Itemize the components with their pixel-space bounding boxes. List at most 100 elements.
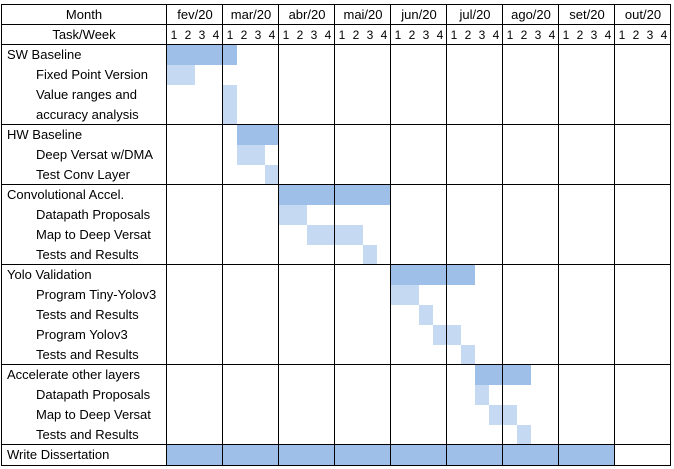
week-number: 3: [646, 28, 654, 42]
subtask-label: Tests and Results: [36, 307, 139, 322]
grid-line-group: [1, 444, 671, 445]
grid-line-month: [558, 4, 559, 466]
month-header: fev/20: [177, 7, 213, 22]
week-number: 1: [394, 28, 402, 42]
month-header-label: Month: [65, 7, 103, 22]
month-header: jul/20: [459, 7, 491, 22]
month-header: ago/20: [511, 7, 551, 22]
grid-line-month: [670, 4, 671, 466]
week-number: 2: [352, 28, 360, 42]
task-bar: [391, 285, 419, 305]
week-number: 3: [422, 28, 430, 42]
task-bar: [167, 45, 237, 65]
grid-line-month: [222, 4, 223, 466]
subtask-label: Tests and Results: [36, 427, 139, 442]
task-bar: [391, 265, 475, 285]
subtask-label: Datapath Proposals: [36, 207, 151, 222]
week-number: 1: [338, 28, 346, 42]
week-number: 4: [380, 28, 388, 42]
grid-line-month: [614, 4, 615, 466]
month-header: mar/20: [230, 7, 272, 22]
task-bar: [237, 125, 279, 145]
grid-line-group: [1, 124, 671, 125]
week-number: 1: [282, 28, 290, 42]
grid-line-task-column: [166, 4, 167, 466]
subtask-label: Map to Deep Versat: [36, 227, 151, 242]
week-number: 1: [562, 28, 570, 42]
task-group-label: Accelerate other layers: [7, 367, 140, 382]
task-bar: [517, 425, 531, 445]
week-number: 4: [548, 28, 556, 42]
grid-line-group: [1, 364, 671, 365]
task-bar: [279, 185, 391, 205]
task-bar: [167, 445, 615, 465]
week-number: 2: [632, 28, 640, 42]
task-bar: [461, 345, 475, 365]
month-header: set/20: [569, 7, 605, 22]
week-number: 2: [408, 28, 416, 42]
grid-line-left: [1, 4, 2, 466]
week-number: 1: [506, 28, 514, 42]
week-number: 3: [478, 28, 486, 42]
grid-line-month: [446, 4, 447, 466]
week-number: 3: [310, 28, 318, 42]
grid-line-top: [1, 4, 671, 5]
task-bar: [489, 405, 517, 425]
grid-line-month: [390, 4, 391, 466]
grid-line-group: [1, 264, 671, 265]
week-number: 4: [604, 28, 612, 42]
subtask-label: Program Tiny-Yolov3: [36, 287, 157, 302]
task-group-label: SW Baseline: [7, 47, 82, 62]
week-number: 2: [184, 28, 192, 42]
week-number: 2: [296, 28, 304, 42]
week-number: 3: [366, 28, 374, 42]
week-number: 1: [226, 28, 234, 42]
grid-line-header-bottom: [1, 44, 671, 45]
task-bar: [475, 385, 489, 405]
week-number: 3: [534, 28, 542, 42]
week-number: 2: [520, 28, 528, 42]
week-number: 1: [170, 28, 178, 42]
week-number: 4: [492, 28, 500, 42]
subtask-label: Test Conv Layer: [36, 167, 130, 182]
task-group-label: Convolutional Accel.: [7, 187, 125, 202]
week-number: 4: [660, 28, 668, 42]
subtask-label: Tests and Results: [36, 347, 139, 362]
week-number: 2: [240, 28, 248, 42]
subtask-label: accuracy analysis: [36, 107, 139, 122]
week-number: 3: [254, 28, 262, 42]
task-bar: [363, 245, 377, 265]
subtask-label: Fixed Point Version: [36, 67, 149, 82]
task-bar: [433, 325, 461, 345]
week-number: 3: [590, 28, 598, 42]
subtask-label: Deep Versat w/DMA: [36, 147, 154, 162]
subtask-label: Program Yolov3: [36, 327, 128, 342]
task-bar: [475, 365, 531, 385]
grid-line-month: [278, 4, 279, 466]
task-bar: [419, 305, 433, 325]
week-number: 2: [576, 28, 584, 42]
week-number: 4: [212, 28, 220, 42]
grid-line-month: [334, 4, 335, 466]
subtask-label: Datapath Proposals: [36, 387, 151, 402]
task-group-label: HW Baseline: [7, 127, 83, 142]
task-bar: [265, 165, 279, 185]
week-number: 2: [464, 28, 472, 42]
task-group-label: Yolo Validation: [7, 267, 92, 282]
grid-line-month: [502, 4, 503, 466]
week-number: 1: [618, 28, 626, 42]
grid-line-header-mid: [1, 24, 671, 25]
week-number: 3: [198, 28, 206, 42]
month-header: jun/20: [401, 7, 437, 22]
week-number: 4: [268, 28, 276, 42]
grid-line-bottom: [1, 465, 671, 466]
month-header: mai/20: [343, 7, 383, 22]
subtask-label: Value ranges and: [36, 87, 137, 102]
week-number: 1: [450, 28, 458, 42]
subtask-label: Map to Deep Versat: [36, 407, 151, 422]
month-header: abr/20: [288, 7, 326, 22]
grid-line-group: [1, 184, 671, 185]
task-week-header-label: Task/Week: [52, 27, 116, 42]
task-group-label: Write Dissertation: [7, 447, 110, 462]
